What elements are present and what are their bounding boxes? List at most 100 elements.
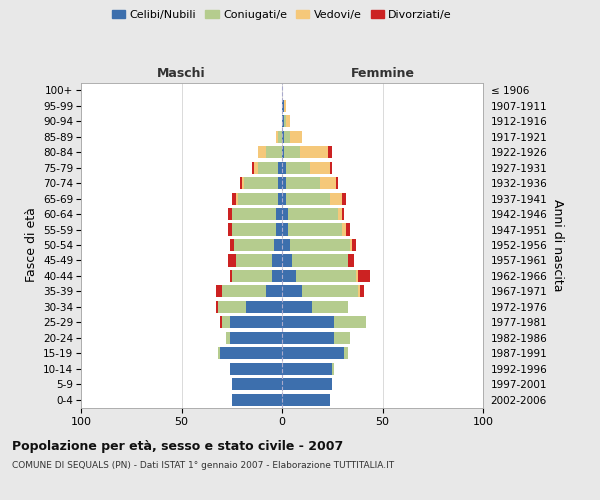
Text: Femmine: Femmine	[350, 67, 415, 80]
Bar	[252, 162, 254, 173]
Bar	[236, 192, 238, 204]
Bar	[242, 177, 244, 189]
Bar	[282, 130, 284, 142]
Bar	[282, 100, 284, 112]
Bar	[258, 146, 266, 158]
Bar	[290, 130, 302, 142]
Bar	[274, 239, 282, 251]
Bar	[286, 162, 310, 173]
Bar	[328, 146, 332, 158]
Bar	[284, 130, 290, 142]
Bar	[236, 254, 272, 266]
Bar	[232, 378, 282, 390]
Bar	[272, 254, 282, 266]
Bar	[276, 224, 282, 235]
Bar	[343, 224, 346, 235]
Bar	[358, 286, 361, 298]
Bar	[332, 363, 334, 375]
Bar	[320, 177, 336, 189]
Bar	[228, 224, 232, 235]
Bar	[282, 224, 288, 235]
Bar	[288, 224, 343, 235]
Bar	[310, 162, 330, 173]
Bar	[230, 270, 232, 282]
Bar	[284, 146, 300, 158]
Y-axis label: Fasce di età: Fasce di età	[25, 208, 38, 282]
Bar	[220, 348, 282, 360]
Bar	[286, 177, 320, 189]
Bar	[334, 332, 350, 344]
Bar	[218, 348, 220, 360]
Text: Popolazione per età, sesso e stato civile - 2007: Popolazione per età, sesso e stato civil…	[12, 440, 343, 453]
Bar	[215, 301, 218, 313]
Bar	[336, 177, 338, 189]
Bar	[282, 316, 334, 328]
Bar	[266, 286, 282, 298]
Bar	[330, 162, 332, 173]
Bar	[278, 162, 282, 173]
Bar	[282, 162, 286, 173]
Bar	[282, 378, 332, 390]
Bar	[284, 100, 286, 112]
Bar	[234, 239, 274, 251]
Bar	[343, 192, 346, 204]
Bar	[254, 162, 258, 173]
Bar	[282, 286, 302, 298]
Bar	[344, 348, 349, 360]
Bar	[349, 254, 355, 266]
Bar	[215, 286, 222, 298]
Bar	[278, 192, 282, 204]
Bar	[282, 192, 286, 204]
Bar	[282, 332, 334, 344]
Bar	[288, 208, 338, 220]
Text: Maschi: Maschi	[157, 67, 206, 80]
Bar	[282, 254, 292, 266]
Bar	[302, 286, 358, 298]
Bar	[230, 316, 282, 328]
Bar	[282, 363, 332, 375]
Bar	[246, 301, 282, 313]
Legend: Celibi/Nubili, Coniugati/e, Vedovi/e, Divorziati/e: Celibi/Nubili, Coniugati/e, Vedovi/e, Di…	[107, 6, 457, 25]
Bar	[238, 192, 278, 204]
Bar	[361, 286, 364, 298]
Bar	[230, 363, 282, 375]
Bar	[244, 177, 278, 189]
Bar	[334, 316, 367, 328]
Bar	[240, 177, 242, 189]
Bar	[346, 224, 350, 235]
Bar	[232, 224, 276, 235]
Bar	[232, 270, 272, 282]
Bar	[350, 239, 352, 251]
Bar	[276, 130, 278, 142]
Bar	[338, 208, 343, 220]
Bar	[258, 162, 278, 173]
Bar	[282, 208, 288, 220]
Bar	[232, 192, 236, 204]
Bar	[226, 332, 230, 344]
Bar	[230, 239, 234, 251]
Text: COMUNE DI SEQUALS (PN) - Dati ISTAT 1° gennaio 2007 - Elaborazione TUTTITALIA.IT: COMUNE DI SEQUALS (PN) - Dati ISTAT 1° g…	[12, 460, 394, 469]
Bar	[286, 192, 330, 204]
Bar	[296, 270, 356, 282]
Bar	[230, 332, 282, 344]
Bar	[358, 270, 370, 282]
Bar	[282, 394, 330, 406]
Bar	[266, 146, 282, 158]
Bar	[282, 348, 344, 360]
Bar	[278, 177, 282, 189]
Bar	[282, 301, 312, 313]
Bar	[282, 146, 284, 158]
Bar	[276, 208, 282, 220]
Bar	[232, 394, 282, 406]
Bar	[220, 316, 222, 328]
Bar	[356, 270, 358, 282]
Bar	[282, 270, 296, 282]
Bar	[282, 239, 290, 251]
Bar	[282, 177, 286, 189]
Bar	[330, 192, 343, 204]
Bar	[284, 115, 286, 127]
Bar	[232, 208, 276, 220]
Bar	[292, 254, 349, 266]
Bar	[222, 316, 230, 328]
Bar	[352, 239, 356, 251]
